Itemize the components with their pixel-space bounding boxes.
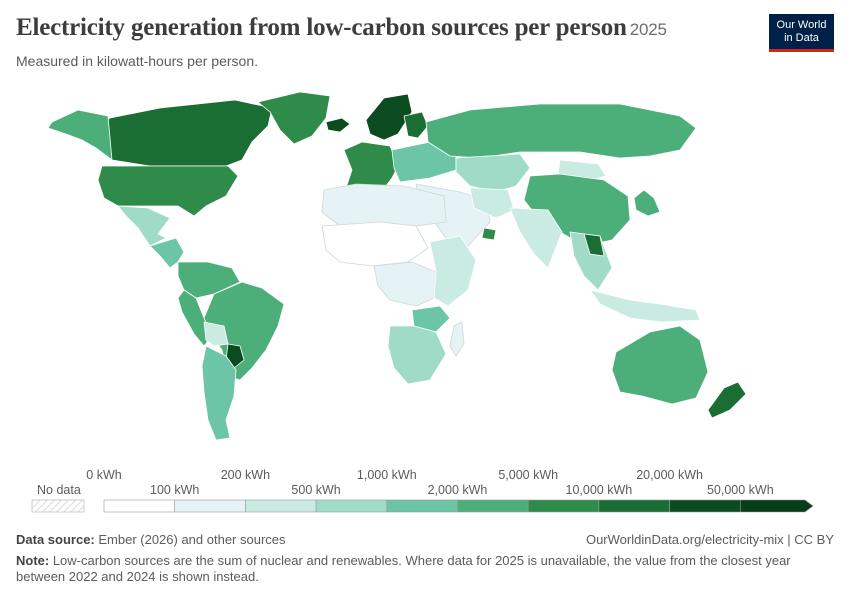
legend-bottom-label: 500 kWh	[291, 483, 340, 497]
source-url[interactable]: OurWorldinData.org/electricity-mix | CC …	[585, 532, 834, 547]
legend-bin-9[interactable]	[740, 499, 814, 513]
region-indonesia[interactable]	[589, 289, 701, 323]
region-iran[interactable]	[469, 187, 515, 219]
legend-top-label: 1,000 kWh	[357, 468, 417, 482]
region-india[interactable]	[509, 207, 563, 269]
chart-subtitle: Measured in kilowatt-hours per person.	[16, 53, 259, 69]
legend-bin-7[interactable]	[598, 499, 670, 513]
source-label: Data source:	[16, 532, 95, 547]
region-russia[interactable]	[425, 103, 697, 159]
note-label: Note:	[16, 553, 50, 568]
no-data-label: No data	[37, 483, 81, 497]
world-map[interactable]	[0, 80, 850, 460]
region-bolivia[interactable]	[203, 321, 229, 347]
region-mexico[interactable]	[117, 205, 171, 247]
legend-bottom-label: 10,000 kWh	[566, 483, 633, 497]
region-chile-argentina[interactable]	[201, 345, 237, 441]
region-united-states[interactable]	[97, 165, 239, 217]
legend-bottom-label: 100 kWh	[150, 483, 199, 497]
region-north-africa[interactable]	[321, 183, 447, 227]
legend-bin-6[interactable]	[527, 499, 600, 513]
legend-bin-1[interactable]	[174, 499, 246, 513]
region-australia[interactable]	[611, 325, 709, 405]
region-greenland[interactable]	[257, 91, 331, 145]
owid-logo[interactable]: Our World in Data	[769, 14, 834, 52]
footnote: Note: Low-carbon sources are the sum of …	[16, 553, 806, 585]
region-alaska[interactable]	[47, 109, 113, 161]
legend-bin-8[interactable]	[669, 499, 741, 513]
legend-top-label: 200 kWh	[221, 468, 270, 482]
region-iceland[interactable]	[325, 117, 351, 133]
data-source: Data source: Ember (2026) and other sour…	[16, 532, 286, 547]
region-uae[interactable]	[481, 227, 497, 241]
legend-bottom-label: 50,000 kWh	[707, 483, 774, 497]
logo-line-2: in Data	[784, 32, 819, 44]
legend-bottom-label: 2,000 kWh	[428, 483, 488, 497]
region-laos[interactable]	[583, 233, 605, 257]
chart-title: Electricity generation from low-carbon s…	[16, 14, 667, 42]
region-peru-ecuador[interactable]	[177, 289, 213, 347]
color-legend: No data 0 kWh 200 kWh 1,000 kWh 5,000 kWh 20…	[31, 468, 814, 513]
legend-bin-2[interactable]	[245, 499, 317, 513]
region-east-africa[interactable]	[429, 235, 477, 307]
legend-top-label: 20,000 kWh	[636, 468, 703, 482]
region-madagascar[interactable]	[449, 321, 465, 357]
logo-line-1: Our World	[776, 19, 827, 31]
no-data-swatch	[31, 499, 85, 513]
title-text: Electricity generation from low-carbon s…	[16, 14, 627, 41]
legend-bin-0[interactable]	[103, 499, 175, 513]
region-southern-africa[interactable]	[387, 325, 447, 385]
legend-bin-3[interactable]	[315, 499, 388, 513]
region-korea-japan[interactable]	[633, 189, 661, 217]
legend-top-label: 0 kWh	[86, 468, 121, 482]
legend-bin-5[interactable]	[457, 499, 529, 513]
legend-top-label: 5,000 kWh	[498, 468, 558, 482]
region-finland[interactable]	[403, 111, 429, 139]
region-sahel[interactable]	[321, 221, 429, 267]
region-central-africa[interactable]	[373, 261, 437, 307]
region-new-zealand[interactable]	[707, 381, 747, 419]
legend-bin-4[interactable]	[386, 499, 458, 513]
region-kazakhstan-central-asia[interactable]	[455, 153, 531, 193]
region-canada[interactable]	[91, 99, 273, 167]
source-text: Ember (2026) and other sources	[94, 532, 286, 547]
title-year: 2025	[629, 20, 667, 39]
note-text: Low-carbon sources are the sum of nuclea…	[16, 553, 791, 584]
region-zambia[interactable]	[411, 305, 451, 333]
